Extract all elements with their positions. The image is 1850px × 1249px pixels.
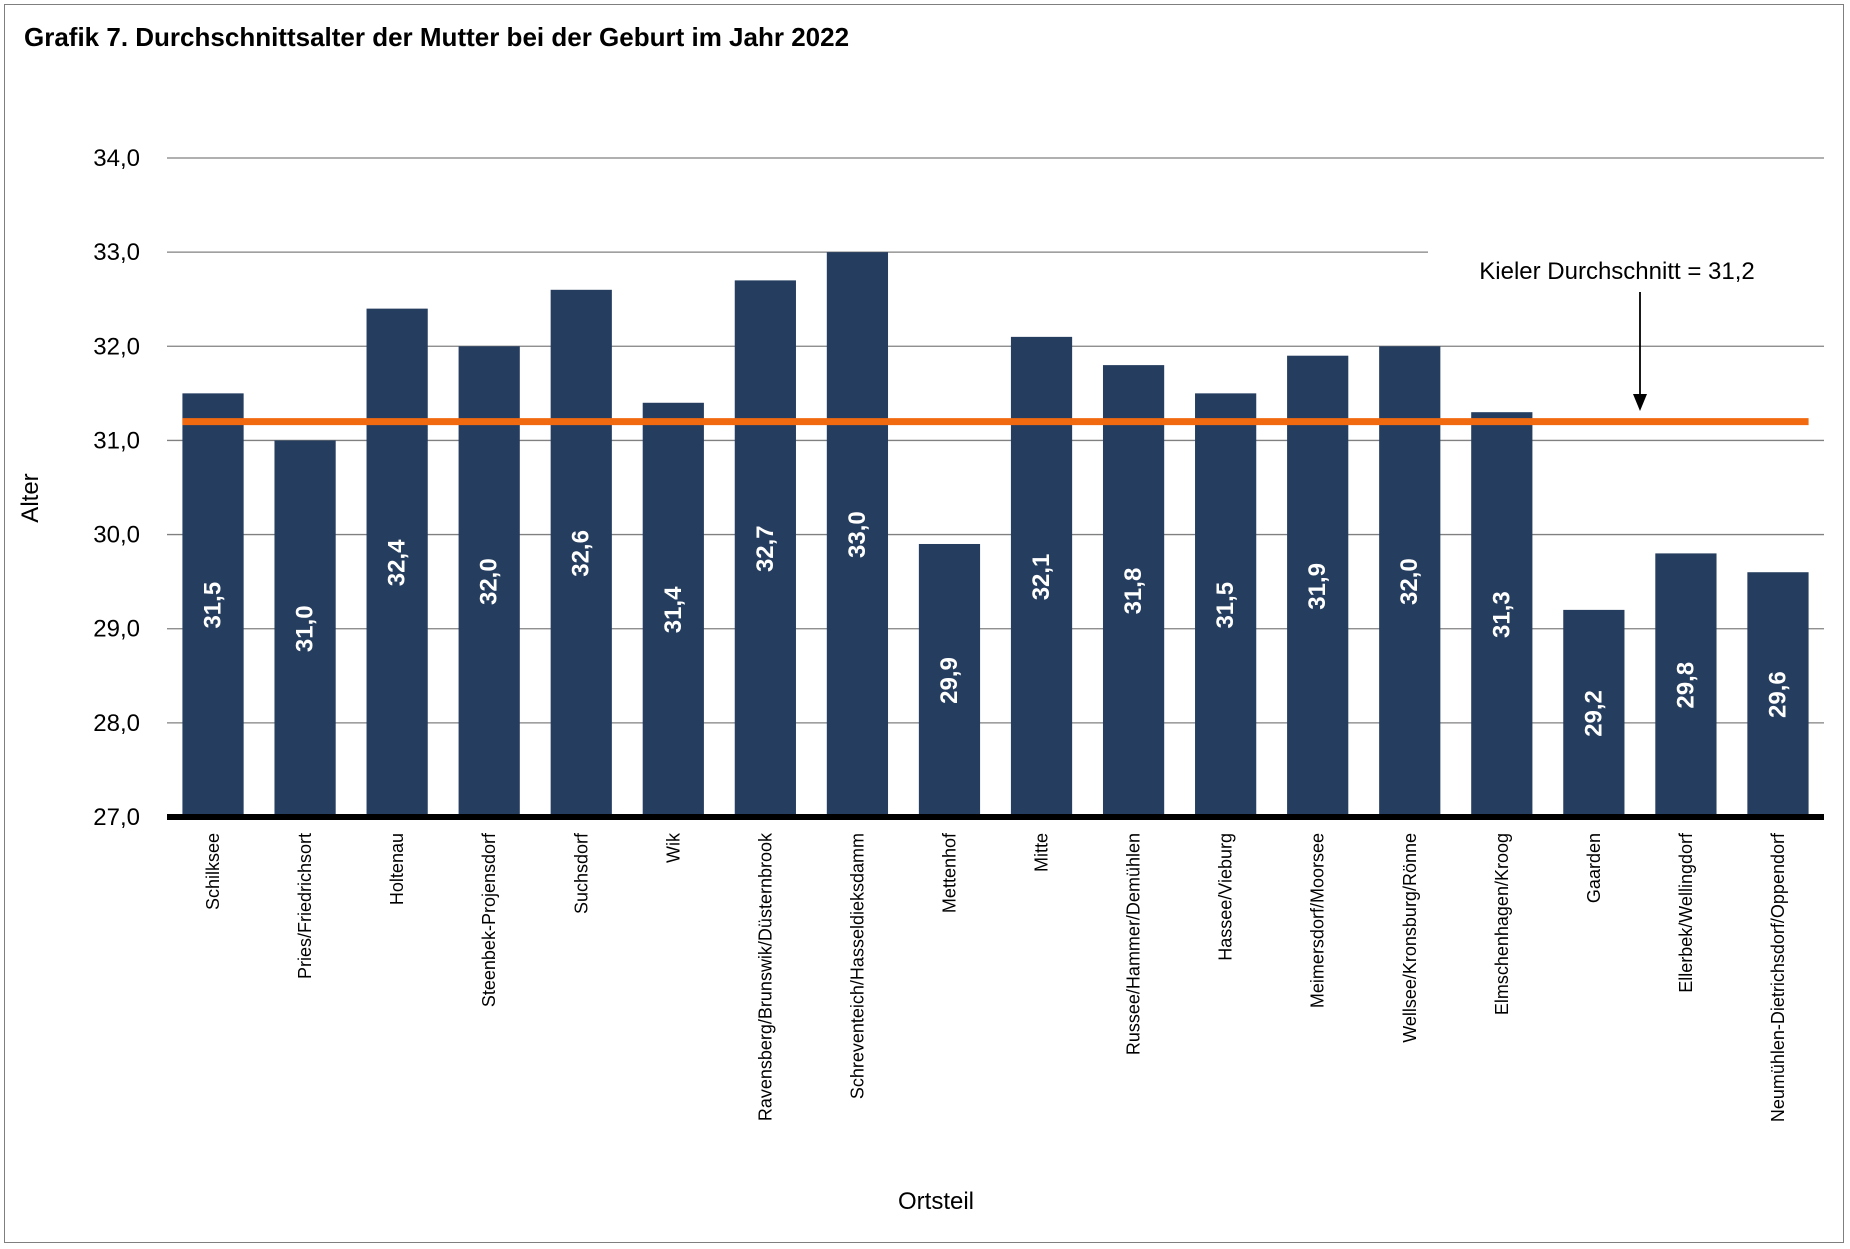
y-tick-label: 31,0 [93,427,140,454]
bar [1287,355,1349,817]
bar-value-label: 32,0 [1396,558,1423,605]
x-tick-label: Ravensberg/Brunswik/Düsternbrook [755,832,775,1121]
x-tick-label: Hassee/Vieburg [1216,833,1236,961]
bar [550,289,612,817]
bar-value-label: 32,1 [1028,554,1055,601]
x-tick-label: Ellerbek/Wellingdorf [1676,832,1696,993]
x-tick-label: Schilksee [203,833,223,910]
bar-value-label: 31,5 [1212,582,1239,629]
bar [1102,365,1165,817]
bar-value-label: 29,9 [936,657,963,704]
y-tick-label: 27,0 [93,804,140,831]
bar-value-label: 32,0 [476,558,503,605]
x-tick-label: Mettenhof [939,832,959,913]
y-tick-label: 33,0 [93,239,140,266]
bar [1195,393,1257,817]
y-tick-label: 32,0 [93,333,140,360]
bar [1655,553,1717,817]
bar [274,440,336,817]
x-tick-label: Suchsdorf [571,832,591,914]
bar-value-label: 32,6 [568,530,595,577]
bar-value-label: 31,4 [660,586,687,633]
bar-value-label: 29,2 [1580,690,1607,737]
chart-frame [4,4,1844,1243]
average-annotation: Kieler Durchschnitt = 31,2 [1479,258,1754,285]
annotation-background [1428,248,1824,257]
x-tick-label: Meimersdorf/Moorsee [1308,833,1328,1008]
chart-title: Grafik 7. Durchschnittsalter der Mutter … [24,22,850,52]
bar [918,543,981,817]
x-tick-label: Steenbek-Projensdorf [479,832,499,1007]
x-tick-label: Pries/Friedrichsort [295,833,315,979]
x-tick-label: Schreventeich/Hasseldieksdamm [847,833,867,1099]
x-tick-label: Russee/Hammer/Demühlen [1124,833,1144,1055]
x-tick-label: Mitte [1032,833,1052,872]
x-axis-title: Ortsteil [898,1188,974,1215]
bar-value-label: 29,6 [1764,671,1791,718]
bar [182,393,244,817]
y-axis-title: Alter [17,473,44,522]
bar [734,280,796,817]
bar-value-label: 31,3 [1488,591,1515,638]
x-tick-label: Holtenau [387,833,407,905]
bar-value-label: 31,8 [1120,568,1147,615]
bar-value-label: 31,0 [292,605,319,652]
bar [1563,609,1625,817]
bar-value-label: 33,0 [844,511,871,558]
annotation-arrow-head [1633,394,1647,411]
y-tick-label: 30,0 [93,522,140,549]
bar [1471,412,1533,817]
bar-value-label: 32,7 [752,525,779,572]
y-tick-label: 34,0 [93,145,140,172]
bar-value-label: 31,5 [200,582,227,629]
x-tick-label: Gaarden [1584,833,1604,903]
bar-value-label: 29,8 [1672,662,1699,709]
bar-value-label: 32,4 [384,539,411,586]
bar [366,308,428,817]
bar [826,252,889,818]
bar [1010,336,1073,817]
x-tick-label: Wik [663,832,683,863]
x-tick-label: Elmschenhagen/Kroog [1492,833,1512,1015]
y-tick-label: 28,0 [93,710,140,737]
bar-value-label: 31,9 [1304,563,1331,610]
bar [642,402,704,817]
bar [1747,572,1809,817]
y-tick-label: 29,0 [93,616,140,643]
x-tick-label: Neumühlen-Dietrichsdorf/Oppendorf [1768,832,1788,1122]
x-tick-label: Wellsee/Kronsburg/Rönne [1400,833,1420,1043]
